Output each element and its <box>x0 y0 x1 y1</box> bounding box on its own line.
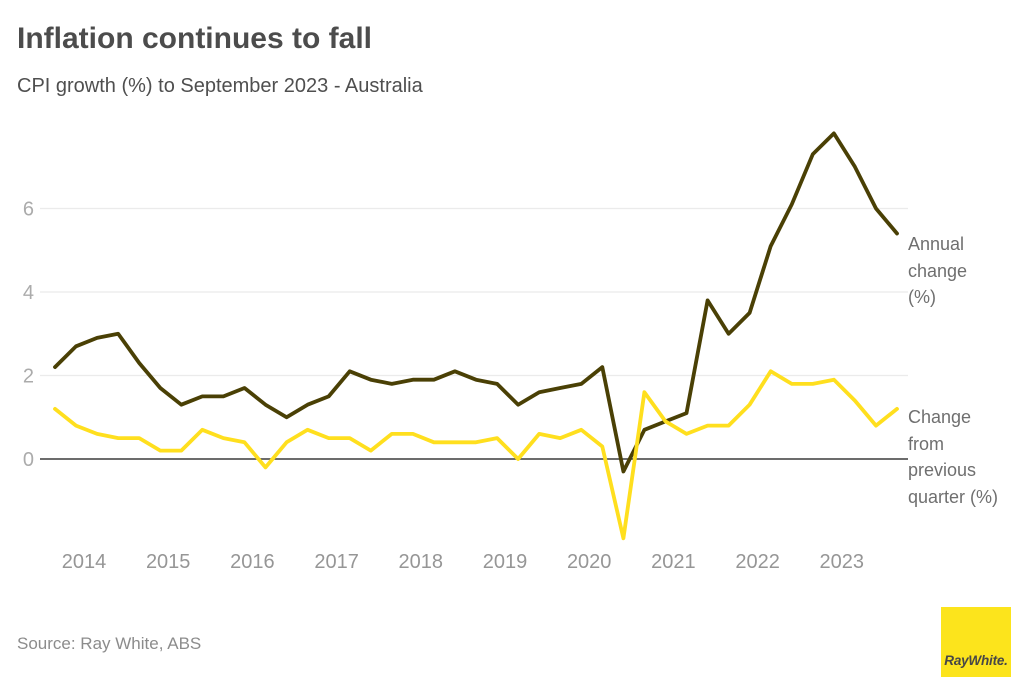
x-tick-label-2022: 2022 <box>735 551 780 573</box>
page-title: Inflation continues to fall <box>17 22 372 55</box>
series-label-annual-change: Annual change (%) <box>908 234 968 307</box>
x-tick-label-2016: 2016 <box>230 551 275 573</box>
source-note: Source: Ray White, ABS <box>17 634 202 653</box>
x-tick-label-2020: 2020 <box>567 551 612 573</box>
raywhite-logo: RayWhite. <box>941 607 1011 677</box>
y-tick-label-0: 0 <box>23 449 34 471</box>
page-subtitle: CPI growth (%) to September 2023 - Austr… <box>17 75 423 97</box>
series-label-quarterly-change: Change from previous quarter (%) <box>908 407 999 507</box>
x-tick-label-2019: 2019 <box>483 551 528 573</box>
x-tick-label-2021: 2021 <box>651 551 696 573</box>
quarterly-change-line <box>53 369 899 541</box>
x-tick-label-2023: 2023 <box>820 551 865 573</box>
raywhite-logo-text: RayWhite. <box>944 653 1008 668</box>
annual-change-line <box>53 131 899 474</box>
x-tick-label-2017: 2017 <box>314 551 359 573</box>
y-tick-label-4: 4 <box>23 282 34 304</box>
y-tick-label-6: 6 <box>23 199 34 221</box>
y-tick-label-2: 2 <box>23 366 34 388</box>
x-tick-label-2014: 2014 <box>62 551 107 573</box>
x-tick-label-2018: 2018 <box>399 551 444 573</box>
x-tick-label-2015: 2015 <box>146 551 191 573</box>
